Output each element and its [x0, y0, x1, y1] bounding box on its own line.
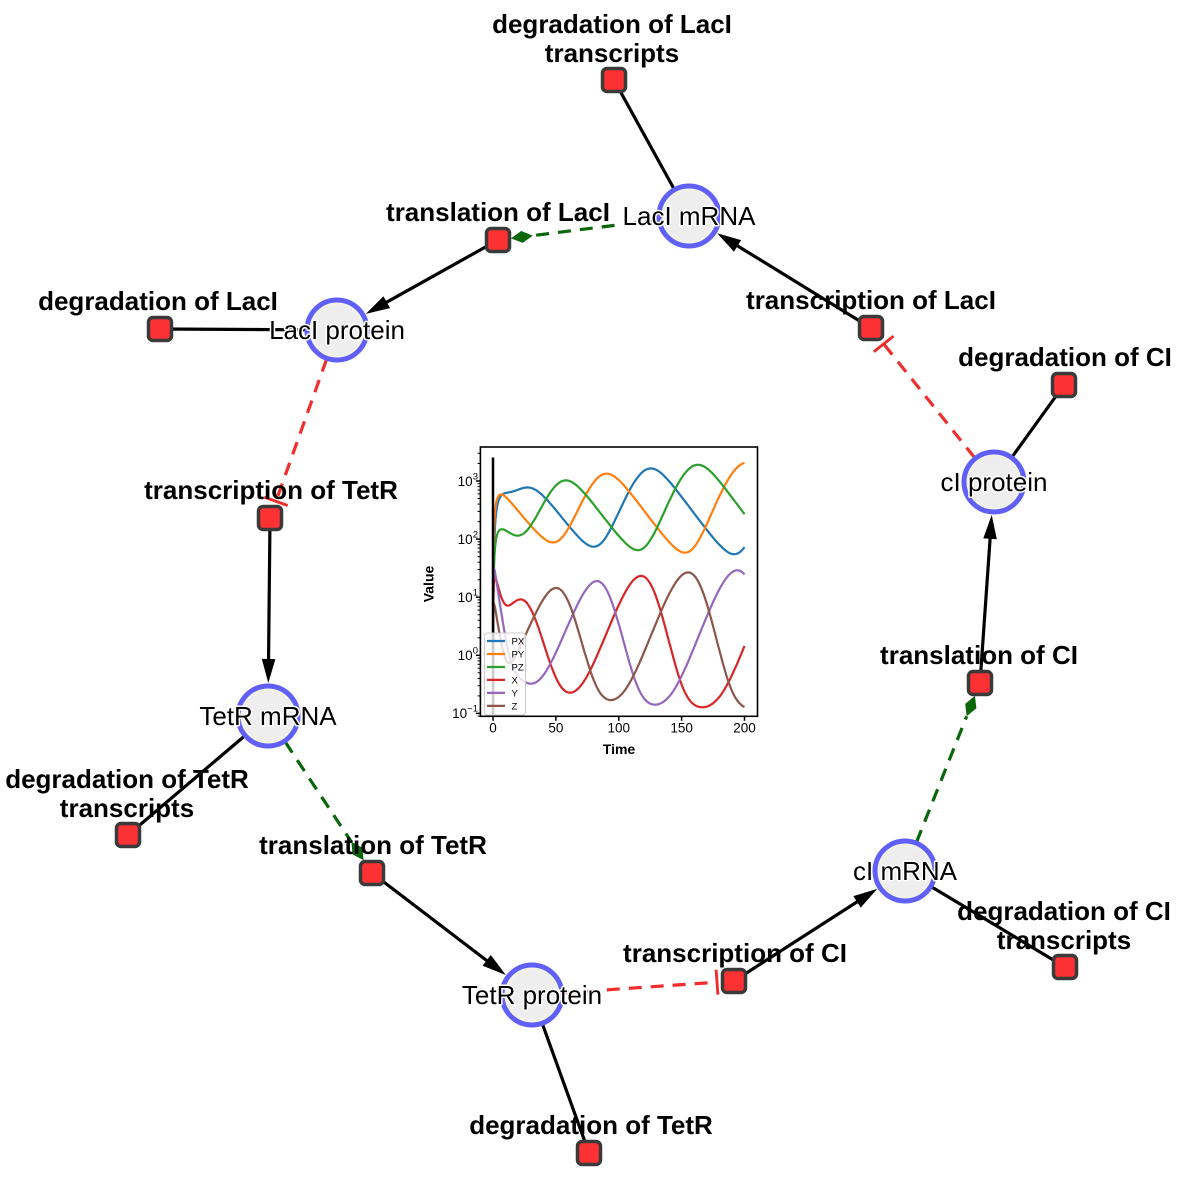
svg-text:100: 100	[608, 721, 631, 736]
svg-text:Z: Z	[512, 701, 518, 712]
svg-text:degradation of LacI: degradation of LacI	[38, 286, 278, 316]
svg-text:150: 150	[670, 721, 693, 736]
svg-text:cI protein: cI protein	[941, 467, 1048, 497]
svg-text:50: 50	[548, 721, 563, 736]
svg-text:transcripts: transcripts	[997, 925, 1131, 955]
svg-text:degradation of CI: degradation of CI	[957, 896, 1171, 926]
svg-text:200: 200	[733, 721, 756, 736]
svg-text:transcription of CI: transcription of CI	[623, 938, 847, 968]
svg-text:LacI mRNA: LacI mRNA	[623, 201, 757, 231]
svg-text:TetR mRNA: TetR mRNA	[199, 701, 337, 731]
svg-text:LacI protein: LacI protein	[269, 315, 405, 345]
svg-text:0: 0	[489, 721, 497, 736]
svg-text:translation of TetR: translation of TetR	[259, 830, 487, 860]
svg-text:PY: PY	[512, 649, 525, 660]
svg-text:cI mRNA: cI mRNA	[853, 856, 958, 886]
svg-text:PZ: PZ	[512, 662, 524, 673]
svg-text:TetR protein: TetR protein	[462, 980, 602, 1010]
svg-text:transcripts: transcripts	[545, 38, 679, 68]
svg-text:degradation of TetR: degradation of TetR	[5, 764, 249, 794]
svg-text:translation of LacI: translation of LacI	[386, 197, 610, 227]
svg-text:translation of CI: translation of CI	[880, 640, 1078, 670]
svg-text:degradation of CI: degradation of CI	[958, 342, 1172, 372]
svg-text:Value: Value	[421, 566, 437, 603]
svg-text:X: X	[512, 675, 519, 686]
svg-text:degradation of LacI: degradation of LacI	[492, 9, 732, 39]
svg-text:PX: PX	[512, 636, 525, 647]
svg-text:transcripts: transcripts	[60, 793, 194, 823]
svg-text:transcription of LacI: transcription of LacI	[746, 285, 996, 315]
svg-text:transcription of TetR: transcription of TetR	[144, 475, 398, 505]
svg-text:Time: Time	[603, 741, 636, 757]
svg-text:degradation of TetR: degradation of TetR	[469, 1110, 713, 1140]
svg-text:Y: Y	[512, 688, 519, 699]
